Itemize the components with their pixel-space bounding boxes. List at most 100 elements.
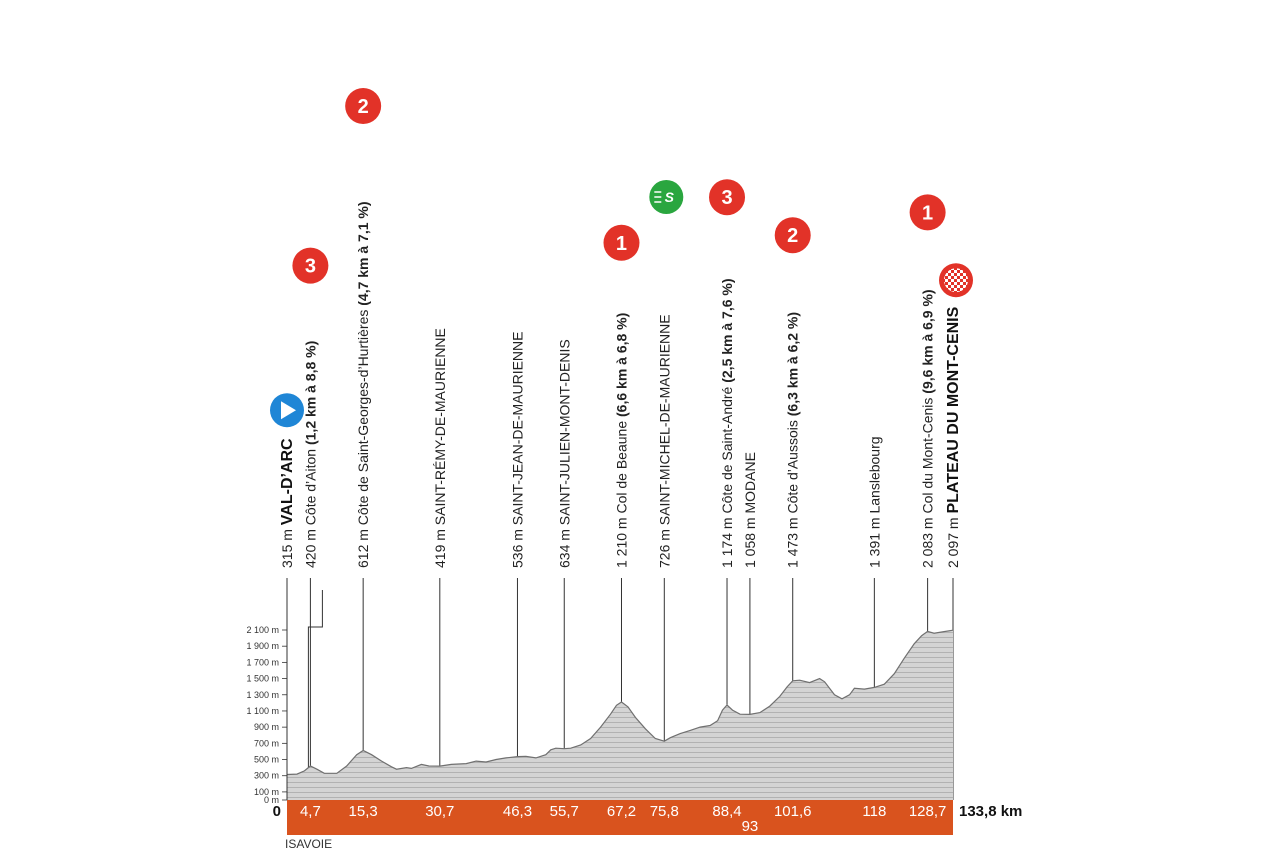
profile-hatching — [287, 630, 953, 800]
waypoint-label: 420 m Côte d’Aiton (1,2 km à 8,8 %) — [302, 341, 318, 568]
climb-detail: (2,5 km à 7,6 %) — [719, 278, 735, 386]
waypoint-label: 1 058 m MODANE — [742, 452, 758, 568]
climb-category-number: 2 — [358, 96, 369, 118]
checkered-flag-icon — [944, 268, 968, 293]
km-label: 46,3 — [503, 803, 532, 820]
waypoint-name: Côte d’Aiton — [302, 449, 318, 525]
climb-detail: (6,3 km à 6,2 %) — [785, 312, 801, 420]
waypoint-name: Côte d’Aussois — [785, 420, 801, 513]
waypoint-label: 612 m Côte de Saint-Georges-d’Hurtières … — [355, 201, 371, 568]
climb-category-badge: 1 — [909, 194, 946, 231]
waypoint-altitude: 420 m — [302, 525, 318, 568]
climb-badge-circle — [774, 217, 811, 254]
waypoint-label: 419 m SAINT-RÉMY-DE-MAURIENNE — [432, 328, 448, 568]
climb-badge-circle — [909, 194, 946, 231]
waypoint-altitude: 726 m — [656, 525, 672, 568]
waypoint-label: 726 m SAINT-MICHEL-DE-MAURIENNE — [656, 314, 672, 568]
altitude-tick-label: 100 m — [254, 787, 279, 797]
waypoint-name: Col de Beaune — [614, 421, 630, 514]
aiton-step-line — [307, 590, 323, 798]
altitude-tick-label: 1 700 m — [246, 657, 279, 667]
climb-category-number: 3 — [305, 256, 316, 278]
climb-category-badge: 3 — [709, 179, 746, 216]
waypoint-altitude: 1 058 m — [742, 514, 758, 568]
altitude-tick-label: 300 m — [254, 771, 279, 781]
climb-detail: (6,6 km à 6,8 %) — [614, 313, 630, 421]
km-start-label: 0 — [273, 803, 281, 820]
km-bar — [287, 800, 953, 835]
sprint-letter: S — [665, 189, 675, 205]
climb-category-number: 3 — [721, 187, 732, 209]
waypoint-name: PLATEAU DU MONT-CENIS — [945, 306, 962, 513]
waypoint-label: 2 083 m Col du Mont-Cenis (9,6 km à 6,9 … — [920, 289, 936, 568]
altitude-tick-label: 0 m — [264, 795, 279, 805]
km-label: 128,7 — [909, 803, 947, 820]
altitude-tick-label: 1 900 m — [246, 641, 279, 651]
km-finish-label: 133,8 km — [959, 803, 1022, 820]
waypoint-name: SAINT-RÉMY-DE-MAURIENNE — [432, 328, 448, 525]
altitude-tick-label: 1 100 m — [246, 706, 279, 716]
waypoint-name: SAINT-MICHEL-DE-MAURIENNE — [656, 314, 672, 525]
climb-category-badge: 3 — [292, 247, 329, 284]
profile-outline — [286, 629, 954, 776]
climb-detail: (1,2 km à 8,8 %) — [302, 341, 318, 449]
climb-badge-circle — [345, 88, 382, 124]
start-icon — [270, 393, 304, 428]
waypoint-altitude: 634 m — [556, 525, 572, 568]
waypoint-altitude: 315 m — [279, 525, 295, 568]
distance-bar: 0 4,7 15,3 30,7 46,3 55,7 67,2 75,8 88,493 101,6 1… — [273, 800, 1022, 835]
km-label: 15,3 — [349, 803, 378, 820]
sprint-icon: S — [649, 180, 684, 214]
waypoint-label: 2 097 m PLATEAU DU MONT-CENIS — [945, 306, 962, 568]
waypoint-altitude: 1 210 m — [614, 514, 630, 568]
altitude-tick-label: 2 100 m — [246, 625, 279, 635]
waypoint-altitude: 1 174 m — [719, 514, 735, 568]
km-label: 118 — [862, 803, 886, 820]
climb-category-badge: 2 — [774, 217, 811, 254]
waypoint-altitude: 2 083 m — [920, 514, 936, 568]
waypoint-altitude: 612 m — [355, 525, 371, 568]
sprint-badge-circle — [649, 180, 684, 214]
climb-category-number: 1 — [922, 202, 933, 224]
climb-category-number: 2 — [787, 225, 798, 247]
altitude-tick-label: 500 m — [254, 755, 279, 765]
climb-badge-circle — [292, 247, 329, 284]
waypoint-label: 1 210 m Col de Beaune (6,6 km à 6,8 %) — [614, 313, 630, 568]
waypoint-altitude: 2 097 m — [945, 514, 961, 568]
waypoint-altitude: 536 m — [510, 525, 526, 568]
waypoint-name: Côte de Saint-André — [719, 386, 735, 513]
climb-badge-circle — [709, 179, 746, 216]
km-label: 67,2 — [607, 803, 636, 820]
climb-category-badge: 2 — [345, 88, 382, 124]
km-label: 75,8 — [650, 803, 679, 820]
altitude-tick-label: 900 m — [254, 722, 279, 732]
waypoint-name: Côte de Saint-Georges-d’Hurtières — [355, 310, 371, 526]
altitude-tick-label: 1 500 m — [246, 674, 279, 684]
waypoint-label: 536 m SAINT-JEAN-DE-MAURIENNE — [510, 332, 526, 569]
waypoint-altitude: 419 m — [432, 525, 448, 568]
km-label: 55,7 — [550, 803, 579, 820]
altitude-tick-label: 700 m — [254, 738, 279, 748]
play-arrow-icon — [281, 401, 296, 420]
climb-badge-circle — [603, 224, 640, 261]
climb-detail: (9,6 km à 6,9 %) — [920, 289, 936, 397]
climb-category-number: 1 — [616, 233, 627, 255]
km-label: 88,4 — [712, 803, 741, 820]
km-label: 4,7 — [300, 803, 321, 820]
km-label: 101,6 — [774, 803, 812, 820]
waypoint-label: 1 473 m Côte d’Aussois (6,3 km à 6,2 %) — [785, 312, 801, 568]
waypoint-labels: 315 m VAL-D’ARC 420 m Côte d’Aiton (1,2 k… — [279, 201, 962, 568]
finish-icon — [939, 263, 973, 298]
km-label: 93 — [742, 818, 759, 835]
region-label: ISAVOIE — [285, 837, 332, 851]
waypoint-badges: 3 2 1 S 3 2 1 — [270, 88, 973, 428]
waypoint-label: 315 m VAL-D’ARC — [279, 438, 296, 568]
waypoint-name: MODANE — [742, 452, 758, 513]
waypoint-label: 1 391 m Lanslebourg — [866, 436, 882, 568]
climb-category-badge: 1 — [603, 224, 640, 261]
waypoint-name: Col du Mont-Cenis — [920, 398, 936, 514]
waypoint-name: SAINT-JEAN-DE-MAURIENNE — [510, 332, 526, 526]
km-label: 30,7 — [425, 803, 454, 820]
